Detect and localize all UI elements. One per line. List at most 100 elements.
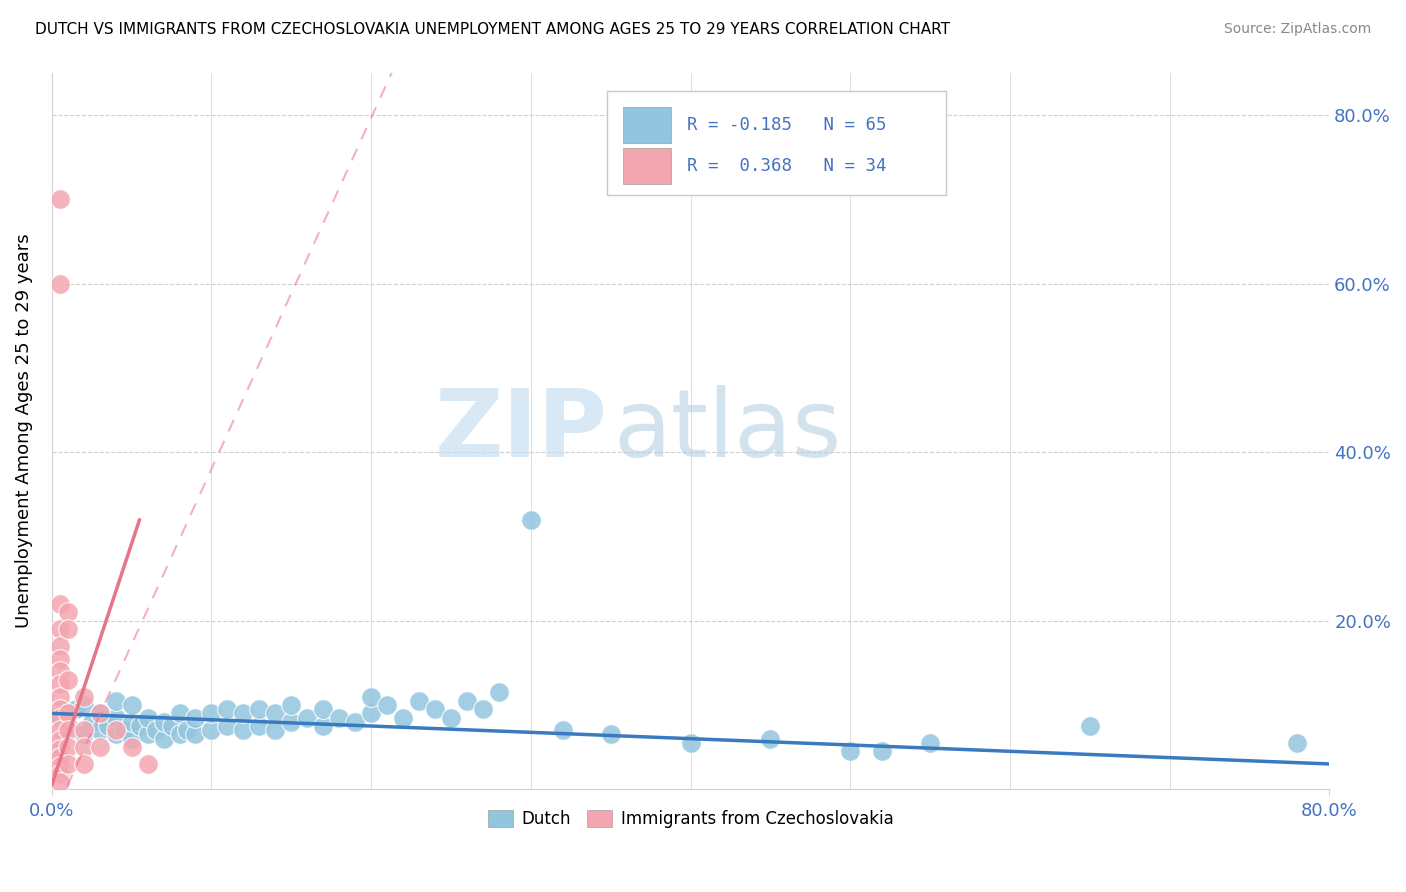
Text: atlas: atlas (614, 385, 842, 477)
FancyBboxPatch shape (607, 91, 946, 194)
Point (73, 723, 96, 738)
Point (89, 706, 111, 721)
Point (184, 710, 207, 724)
Point (169, 727, 191, 741)
Point (200, 723, 222, 738)
Point (679, 736, 702, 750)
Point (104, 723, 127, 738)
Point (56, 723, 79, 738)
Point (48, 758, 70, 772)
Point (89, 706, 111, 721)
Point (73, 698, 96, 712)
Point (152, 714, 174, 729)
Point (312, 702, 335, 716)
Point (48, 639, 70, 653)
Point (599, 727, 621, 741)
Text: DUTCH VS IMMIGRANTS FROM CZECHOSLOVAKIA UNEMPLOYMENT AMONG AGES 25 TO 29 YEARS C: DUTCH VS IMMIGRANTS FROM CZECHOSLOVAKIA … (35, 22, 950, 37)
Text: R =  0.368   N = 34: R = 0.368 N = 34 (686, 157, 886, 175)
Point (104, 694, 127, 708)
Text: ZIP: ZIP (434, 385, 607, 477)
Point (48, 750, 70, 764)
Point (121, 731, 143, 746)
Point (488, 685, 510, 699)
Point (73, 756, 96, 771)
Point (48, 733, 70, 747)
Point (56, 605, 79, 619)
Point (440, 710, 463, 724)
Point (1078, 719, 1101, 733)
Point (870, 744, 893, 758)
Point (145, 723, 167, 738)
Point (80, 714, 103, 729)
Point (56, 740, 79, 755)
Point (48, 665, 70, 679)
Point (48, 775, 70, 789)
Point (264, 706, 287, 721)
Point (408, 694, 430, 708)
Point (344, 714, 367, 729)
Point (121, 740, 143, 755)
Point (328, 710, 350, 724)
Point (89, 740, 111, 755)
Point (56, 719, 79, 733)
Point (169, 706, 191, 721)
Point (121, 698, 143, 712)
Point (48, 723, 70, 738)
Point (247, 702, 270, 716)
Point (471, 702, 494, 716)
Point (312, 719, 335, 733)
Point (280, 714, 302, 729)
Point (176, 723, 198, 738)
Point (247, 719, 270, 733)
Point (200, 706, 222, 721)
Point (128, 719, 150, 733)
FancyBboxPatch shape (623, 148, 671, 184)
Point (104, 727, 127, 741)
Point (136, 710, 159, 724)
Point (48, 741, 70, 756)
Point (375, 698, 398, 712)
Point (73, 740, 96, 755)
Y-axis label: Unemployment Among Ages 25 to 29 years: Unemployment Among Ages 25 to 29 years (15, 234, 32, 628)
Point (184, 727, 207, 741)
Text: Source: ZipAtlas.com: Source: ZipAtlas.com (1223, 22, 1371, 37)
Point (360, 706, 382, 721)
Point (160, 719, 183, 733)
Point (48, 677, 70, 691)
Point (360, 690, 382, 704)
Point (89, 723, 111, 738)
Point (264, 723, 287, 738)
Point (839, 744, 862, 758)
Point (232, 723, 254, 738)
Point (280, 698, 302, 712)
Point (56, 673, 79, 687)
Point (73, 727, 96, 741)
Point (551, 723, 574, 738)
Point (65, 702, 87, 716)
Point (152, 731, 174, 746)
Point (48, 710, 70, 724)
Legend: Dutch, Immigrants from Czechoslovakia: Dutch, Immigrants from Czechoslovakia (481, 803, 900, 835)
Point (136, 756, 159, 771)
Point (48, 651, 70, 665)
FancyBboxPatch shape (623, 107, 671, 144)
Point (48, 767, 70, 781)
Point (1286, 736, 1309, 750)
Point (297, 710, 319, 724)
Point (48, 622, 70, 636)
Point (121, 714, 143, 729)
Point (217, 702, 239, 716)
Point (112, 723, 135, 738)
Point (48, 690, 70, 704)
Point (48, 597, 70, 611)
Point (759, 731, 782, 746)
Point (56, 622, 79, 636)
Point (97, 719, 120, 733)
Point (520, 512, 543, 526)
Point (423, 702, 446, 716)
Point (48, 702, 70, 716)
Point (56, 756, 79, 771)
Point (232, 706, 254, 721)
Point (217, 719, 239, 733)
Point (73, 690, 96, 704)
